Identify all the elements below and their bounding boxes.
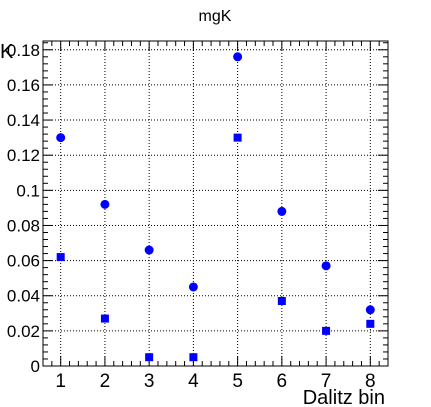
y-tick-label: 0 <box>31 357 40 376</box>
y-tick-label: 0.06 <box>7 252 40 271</box>
axes: 1 2 3 4 5 6 7 8 0 0.02 0.04 0.06 0.08 0.1 0.12 0.14 0.16… <box>7 41 389 392</box>
data-point-square <box>366 319 375 328</box>
y-tick-label: 0.16 <box>7 76 40 95</box>
y-tick-label: 0.1 <box>16 181 40 200</box>
y-tick-label: 0.14 <box>7 111 40 130</box>
x-tick-label: 5 <box>232 371 243 392</box>
plot-frame <box>42 40 389 367</box>
data-point-circle <box>188 282 198 292</box>
y-axis-label: K <box>0 41 14 63</box>
data-point-circle <box>277 206 287 216</box>
data-point-circle <box>233 52 243 62</box>
data-point-circle <box>100 199 110 209</box>
x-tick-label: 6 <box>277 371 288 392</box>
y-tick-label: 0.12 <box>7 146 40 165</box>
data-point-circle <box>56 133 66 143</box>
x-tick-label: 7 <box>321 371 332 392</box>
x-tick-label: 4 <box>188 371 199 392</box>
x-tick-label: 2 <box>100 371 111 392</box>
data-point-square <box>145 353 154 362</box>
y-tick-label: 0.08 <box>7 216 40 235</box>
data-point-circle <box>365 305 375 315</box>
data-point-square <box>233 133 242 142</box>
data-point-circle <box>144 245 154 255</box>
data-point-square <box>100 314 109 323</box>
data-point-circle <box>321 261 331 271</box>
x-tick-label: 1 <box>55 371 66 392</box>
x-tick-label: 8 <box>365 371 376 392</box>
y-tick-label: 0.18 <box>7 41 40 60</box>
data-point-square <box>56 253 65 262</box>
data-point-square <box>189 353 198 362</box>
x-tick-label: 3 <box>144 371 155 392</box>
data-point-square <box>277 297 286 305</box>
data-point-square <box>322 326 331 335</box>
grid <box>43 41 388 366</box>
x-axis-label: Dalitz bin <box>303 387 385 407</box>
chart-title: mgK <box>199 8 232 25</box>
y-tick-label: 0.02 <box>7 322 40 341</box>
y-tick-label: 0.04 <box>7 287 40 306</box>
data-marks <box>56 52 375 362</box>
